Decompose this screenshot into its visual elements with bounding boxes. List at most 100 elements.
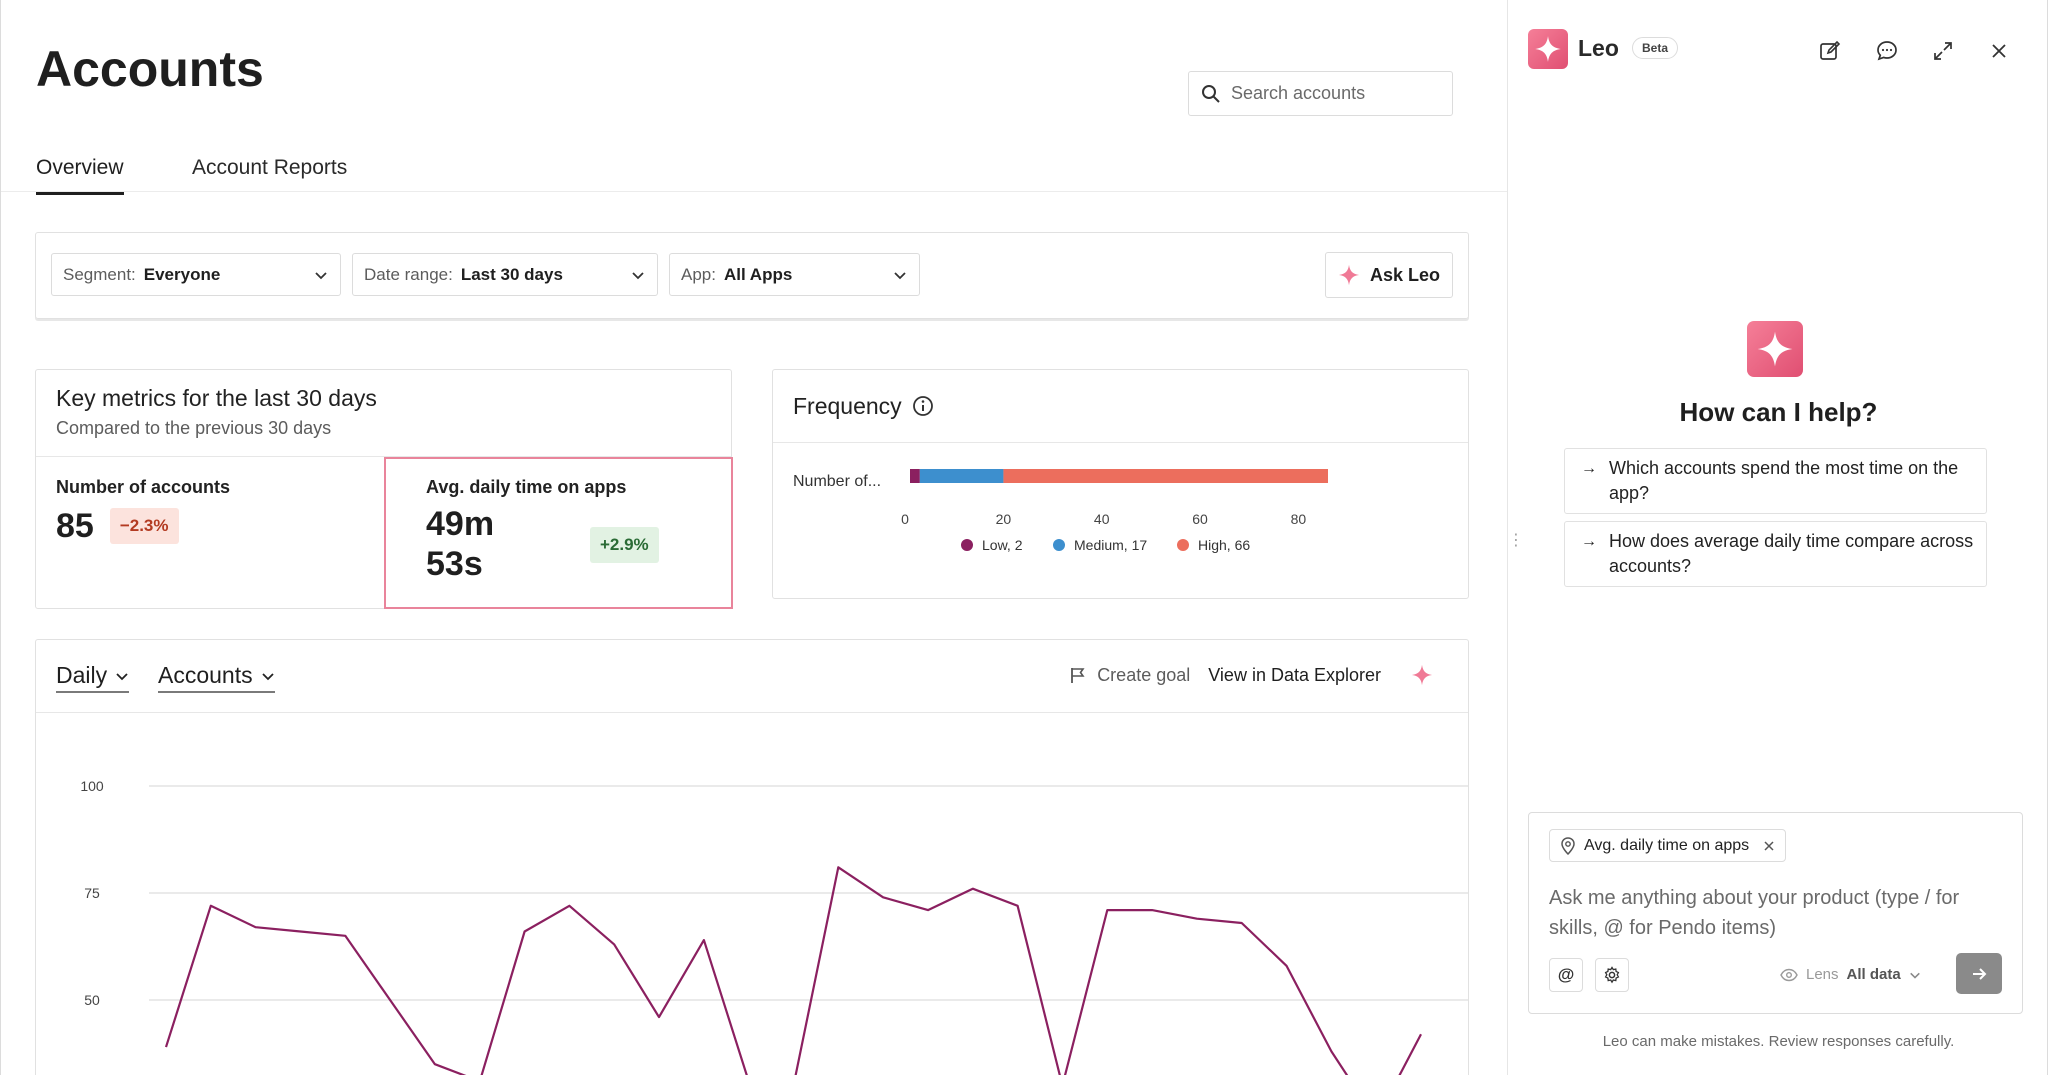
chat-input[interactable] [1549, 883, 1999, 943]
segment-filter-label: Segment: [63, 264, 136, 284]
lens-label: Lens [1806, 966, 1839, 983]
page-title: Accounts [36, 41, 264, 97]
metric-label: Number of accounts [56, 477, 231, 497]
search-icon [1202, 84, 1220, 103]
app-filter-label: App: [681, 264, 716, 284]
interval-value: Daily [56, 662, 108, 688]
leo-panel: Leo Beta How can I help? → Which account… [1507, 0, 2048, 1075]
change-badge: +2.9% [590, 527, 659, 563]
suggestion-text: Which accounts spend the most time on th… [1609, 458, 1959, 503]
leo-hero-logo [1747, 321, 1803, 377]
search-input[interactable] [1231, 83, 1431, 104]
create-goal-button[interactable]: Create goal [1069, 665, 1190, 686]
chat-composer: Avg. daily time on apps @ Lens All data [1528, 812, 2023, 1014]
close-icon[interactable] [1763, 840, 1775, 852]
sparkle-icon[interactable] [1411, 664, 1433, 686]
date-range-filter-value: Last 30 days [460, 264, 563, 284]
sparkle-icon [1757, 331, 1793, 367]
panel-resize-handle[interactable]: ⋮ [1508, 532, 1524, 549]
send-button[interactable] [1956, 953, 2002, 994]
suggestion-item[interactable]: → How does average daily time compare ac… [1564, 521, 1987, 587]
date-range-filter-label: Date range: [364, 264, 453, 284]
key-metrics-title: Key metrics for the last 30 days [56, 385, 377, 411]
key-metrics-subtitle: Compared to the previous 30 days [56, 418, 332, 438]
tab-account-reports[interactable]: Account Reports [192, 156, 348, 179]
trend-header: Daily Accounts Create goal View in Data … [36, 640, 1468, 713]
legend-swatch [961, 539, 973, 551]
suggestion-text: How does average daily time compare acro… [1609, 531, 1974, 576]
chevron-down-icon [116, 672, 128, 680]
x-tick-label: 20 [996, 511, 1012, 527]
arrow-right-icon [1973, 967, 1987, 980]
metric-number-of-accounts[interactable]: Number of accounts 85 −2.3% [36, 457, 384, 609]
suggestion-item[interactable]: → Which accounts spend the most time on … [1564, 448, 1987, 514]
trend-card: Daily Accounts Create goal View in Data … [35, 639, 1469, 1075]
view-in-data-explorer-link[interactable]: View in Data Explorer [1208, 664, 1381, 685]
chevron-down-icon [315, 272, 327, 280]
interval-dropdown[interactable]: Daily [56, 662, 130, 693]
legend-label: High, 66 [1198, 537, 1250, 553]
chevron-down-icon [1909, 972, 1920, 979]
chevron-down-icon [261, 672, 274, 680]
new-chat-icon[interactable] [1819, 40, 1841, 62]
close-icon[interactable] [1988, 40, 2010, 62]
info-icon[interactable] [912, 395, 934, 417]
key-metrics-card: Key metrics for the last 30 days Compare… [35, 369, 733, 609]
expand-icon[interactable] [1932, 40, 1954, 62]
mention-button[interactable]: @ [1549, 958, 1583, 992]
segment-filter[interactable]: Segment: Everyone [51, 253, 341, 296]
segment-filter-value: Everyone [143, 264, 221, 284]
ask-leo-button[interactable]: Ask Leo [1325, 252, 1453, 298]
beta-badge: Beta [1632, 37, 1679, 59]
tab-overview[interactable]: Overview [36, 156, 124, 195]
date-range-filter[interactable]: Date range: Last 30 days [352, 253, 658, 296]
change-badge: −2.3% [109, 508, 179, 544]
metric-label: Avg. daily time on apps [426, 477, 627, 497]
ask-leo-label: Ask Leo [1369, 264, 1441, 285]
metric-value-seconds: 53s [426, 545, 483, 583]
x-tick-label: 0 [901, 511, 909, 527]
legend-label: Medium, 17 [1074, 537, 1147, 553]
y-tick-label: 100 [80, 778, 104, 794]
flag-icon [1071, 668, 1085, 683]
app-filter[interactable]: App: All Apps [669, 253, 920, 296]
bar-segment-medium [919, 469, 1004, 483]
frequency-title: Frequency [793, 392, 902, 419]
x-tick-label: 80 [1291, 511, 1307, 527]
leo-logo [1528, 29, 1568, 69]
metric-avg-daily-time[interactable]: Avg. daily time on apps 49m 53s +2.9% [384, 457, 733, 609]
bar-segment-high [1003, 469, 1328, 483]
sparkle-icon [1338, 264, 1360, 286]
legend-label: Low, 2 [982, 537, 1023, 553]
gear-icon [1604, 966, 1620, 984]
context-chip[interactable]: Avg. daily time on apps [1549, 829, 1787, 862]
leo-title: Leo [1578, 35, 1619, 61]
entity-dropdown[interactable]: Accounts [158, 662, 275, 693]
entity-value: Accounts [158, 662, 253, 688]
x-tick-label: 60 [1192, 511, 1208, 527]
arrow-right-icon: → [1581, 533, 1597, 550]
category-label: Number of... [793, 473, 881, 490]
arrow-right-icon: → [1581, 460, 1597, 477]
tab-bar: Overview Account Reports [1, 150, 1507, 195]
key-metrics-header: Key metrics for the last 30 days Compare… [36, 370, 731, 457]
trend-chart: 100 75 50 [80, 778, 1468, 1075]
legend-swatch [1053, 539, 1065, 551]
at-sign-icon: @ [1557, 965, 1575, 984]
chevron-down-icon [894, 272, 906, 280]
trend-actions: Create goal View in Data Explorer [1069, 664, 1433, 686]
series-line [164, 866, 1422, 1075]
y-tick-label: 50 [84, 992, 100, 1008]
x-tick-label: 40 [1094, 511, 1110, 527]
chat-history-icon[interactable] [1876, 40, 1898, 62]
filter-bar: Segment: Everyone Date range: Last 30 da… [35, 232, 1469, 319]
frequency-header: Frequency [773, 370, 1468, 443]
eye-icon [1780, 968, 1798, 981]
lens-selector[interactable]: Lens All data [1780, 966, 1921, 983]
skills-settings-button[interactable] [1595, 958, 1629, 992]
main-panel: Accounts Overview Account Reports Segmen… [0, 0, 1507, 1075]
search-box[interactable] [1188, 71, 1453, 116]
app-filter-value: All Apps [723, 264, 793, 284]
context-chip-label: Avg. daily time on apps [1584, 836, 1750, 854]
y-tick-label: 75 [84, 885, 100, 901]
